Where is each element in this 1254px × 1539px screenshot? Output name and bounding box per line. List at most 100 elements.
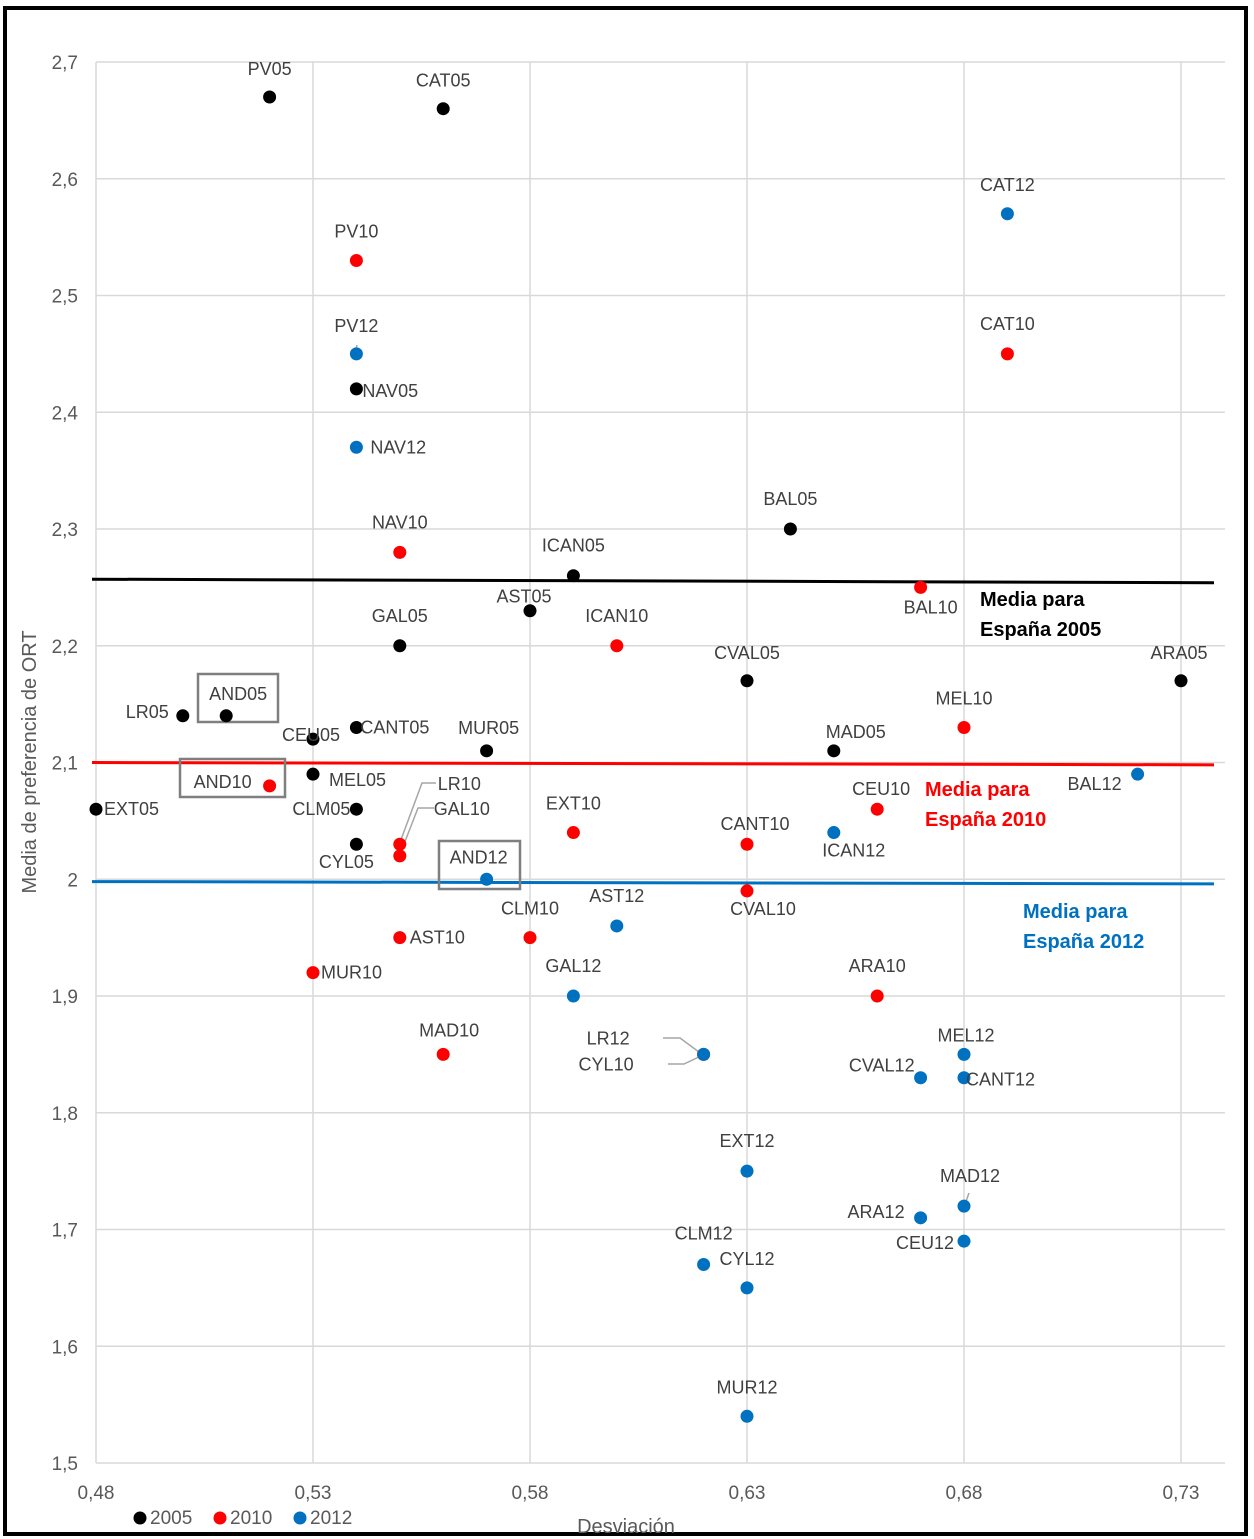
data-point [697, 1258, 711, 1272]
y-axis-title: Media de preferencia de ORT [19, 630, 41, 893]
point-label: ICAN10 [585, 606, 648, 626]
point-label: EXT12 [719, 1131, 774, 1151]
point-label: NAV05 [362, 381, 418, 401]
point-label: ICAN12 [822, 841, 885, 861]
x-tick-label: 0,73 [1163, 1483, 1200, 1504]
data-point [393, 545, 407, 559]
data-point [480, 744, 494, 758]
data-point [263, 90, 277, 104]
data-point [740, 837, 754, 851]
data-point [957, 1071, 971, 1085]
highlight-box [178, 757, 287, 799]
point-label: MAD10 [419, 1020, 479, 1040]
point-label: MAD12 [940, 1166, 1000, 1186]
mean-label-2010: Media para [925, 779, 1030, 801]
point-label: CLM05 [292, 799, 350, 819]
y-tick-label: 2,6 [52, 170, 78, 191]
point-label: PV12 [334, 316, 378, 336]
y-tick-label: 1,9 [52, 987, 78, 1008]
y-tick-label: 1,5 [52, 1454, 78, 1475]
legend-label: 2010 [230, 1508, 272, 1529]
point-label: CYL10 [579, 1054, 634, 1074]
data-point [349, 382, 363, 396]
point-label: BAL05 [763, 489, 817, 509]
point-label: LR10 [438, 774, 481, 794]
data-point [306, 966, 320, 980]
y-tick-label: 1,7 [52, 1221, 78, 1242]
point-label: GAL12 [545, 956, 601, 976]
point-label: MUR12 [716, 1377, 777, 1397]
data-point [740, 1409, 754, 1423]
point-label: CVAL12 [849, 1056, 915, 1076]
data-point [349, 802, 363, 816]
leader-line [398, 782, 436, 846]
point-label: MEL05 [329, 770, 386, 790]
data-point [957, 1047, 971, 1061]
point-label: PV05 [248, 59, 292, 79]
data-point [914, 1071, 928, 1085]
data-point [89, 802, 103, 816]
data-point [1000, 347, 1014, 361]
point-label: CYL05 [319, 852, 374, 872]
highlight-box [437, 839, 522, 891]
highlight-box [196, 672, 280, 724]
data-point [740, 1164, 754, 1178]
leader-line [663, 1037, 704, 1056]
point-label: NAV12 [370, 437, 426, 457]
data-point [783, 522, 797, 536]
data-point [697, 1047, 711, 1061]
data-point [957, 1199, 971, 1213]
point-label: ARA05 [1150, 643, 1207, 663]
point-label: EXT10 [546, 794, 601, 814]
point-label: NAV10 [372, 512, 428, 532]
data-point [1131, 767, 1145, 781]
point-label: CANT05 [360, 717, 429, 737]
mean-line-2005 [91, 577, 1215, 585]
point-label: CLM12 [675, 1224, 733, 1244]
data-point [1000, 207, 1014, 221]
y-tick-label: 2,7 [52, 53, 78, 74]
data-point [914, 580, 928, 594]
data-point [566, 826, 580, 840]
mean-label-2005: Media para [980, 589, 1085, 611]
point-label: EXT05 [104, 799, 159, 819]
x-axis-title: Desviación [577, 1516, 675, 1538]
data-point [393, 849, 407, 863]
legend-marker [133, 1511, 147, 1525]
data-point [1174, 674, 1188, 688]
point-label: CLM10 [501, 899, 559, 919]
point-label: AND05 [209, 684, 267, 704]
legend-marker [293, 1511, 307, 1525]
point-label: CEU10 [852, 779, 910, 799]
data-point [870, 989, 884, 1003]
data-point [219, 709, 233, 723]
point-label: AST10 [410, 928, 465, 948]
mean-line-2012 [91, 880, 1215, 886]
data-point [306, 767, 320, 781]
point-label: LR12 [587, 1028, 630, 1048]
point-label: AND12 [450, 847, 508, 867]
point-label: BAL10 [904, 597, 958, 617]
point-label: CAT12 [980, 175, 1035, 195]
data-point [393, 639, 407, 653]
data-point [827, 744, 841, 758]
y-tick-label: 2,5 [52, 287, 78, 308]
data-point [827, 826, 841, 840]
data-point [349, 253, 363, 267]
point-label: CEU12 [896, 1233, 954, 1253]
mean-label-2010: España 2010 [925, 809, 1046, 831]
point-label: MEL10 [935, 688, 992, 708]
point-label: CYL12 [719, 1249, 774, 1269]
x-tick-label: 0,58 [512, 1483, 549, 1504]
legend-label: 2012 [310, 1508, 352, 1529]
data-point [610, 639, 624, 653]
y-tick-label: 2,3 [52, 520, 78, 541]
y-tick-label: 2,1 [52, 754, 78, 775]
point-label: CANT12 [966, 1070, 1035, 1090]
data-point [306, 732, 320, 746]
data-point [870, 802, 884, 816]
data-point [393, 837, 407, 851]
point-label: CAT10 [980, 314, 1035, 334]
point-label: ARA10 [849, 956, 906, 976]
